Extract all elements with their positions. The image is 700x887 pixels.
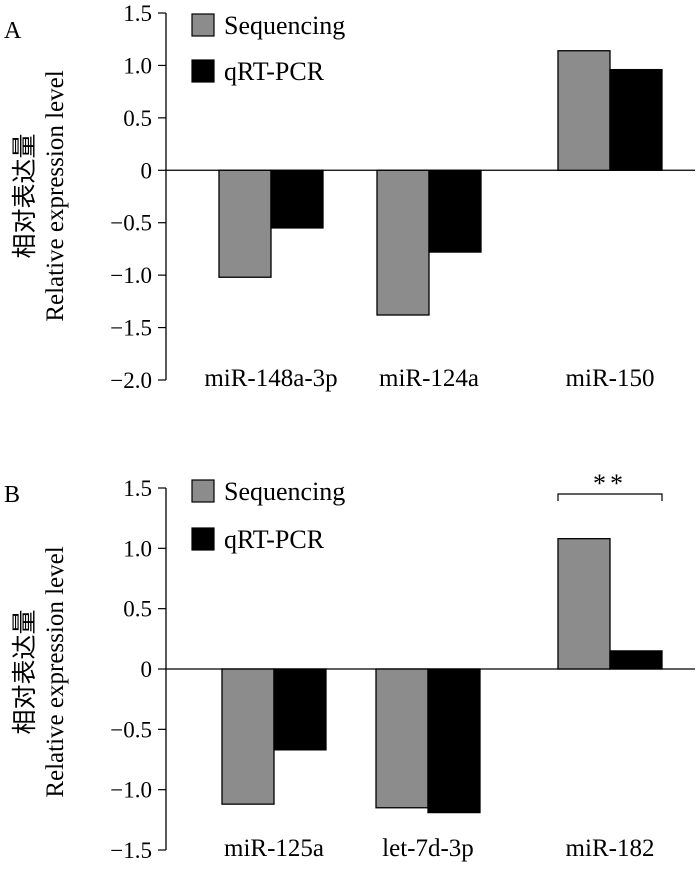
x-category-label: miR-125a — [224, 835, 324, 862]
significance-bracket — [557, 493, 663, 501]
y-tick-label: 0 — [141, 158, 153, 183]
legend-swatch — [191, 527, 215, 551]
y-tick-label: 1.0 — [123, 536, 152, 561]
bar-qrt-pcr — [428, 169, 482, 253]
y-axis-label-en: Relative expression level — [42, 70, 69, 321]
bar-sequencing — [375, 668, 429, 809]
y-tick-label: −1.5 — [110, 316, 152, 341]
chart-panel-b: B 1.5 1.0 0.5 0 −0.5 −1.0 −1.5 miR-125a let-7d-3p… — [4, 469, 695, 863]
chart-panel-a: A 1.5 1.0 0.5 0 −0.5 −1.0 −1.5 −2.0 miR-148a-3p mi… — [4, 1, 695, 393]
legend-label: Sequencing — [224, 477, 345, 506]
x-category-label: let-7d-3p — [382, 835, 474, 862]
y-tick-label: 0 — [141, 657, 153, 682]
bar-sequencing — [557, 538, 611, 670]
legend: Sequencing qRT-PCR — [191, 11, 345, 86]
legend-swatch — [191, 59, 215, 83]
y-tick-label: −0.5 — [110, 211, 152, 236]
bar-qrt-pcr — [609, 68, 663, 171]
legend-swatch — [191, 13, 215, 37]
panel-label: B — [4, 482, 20, 508]
x-category-label: miR-182 — [566, 835, 655, 862]
x-category-label: miR-124a — [379, 365, 479, 392]
y-axis-label: 相对表达量 Relative expression level — [11, 546, 69, 797]
y-tick-label: 0.5 — [123, 597, 152, 622]
bar-qrt-pcr — [609, 650, 663, 670]
y-tick-label: −1.0 — [110, 778, 152, 803]
bar-qrt-pcr — [270, 169, 324, 229]
bar-sequencing — [218, 169, 272, 278]
y-axis-label-en: Relative expression level — [42, 546, 69, 797]
y-tick-label: −1.0 — [110, 263, 152, 288]
bar-sequencing — [557, 50, 611, 171]
bar-qrt-pcr — [273, 668, 327, 751]
panel-label: A — [4, 18, 22, 44]
y-tick-label: −0.5 — [110, 717, 152, 742]
bar-sequencing — [221, 668, 275, 805]
y-axis-label-cn: 相对表达量 — [11, 609, 39, 734]
y-axis-label-cn: 相对表达量 — [11, 133, 39, 258]
bar-sequencing — [376, 169, 430, 316]
legend-swatch — [191, 479, 215, 503]
y-tick-label: 1.5 — [123, 1, 152, 26]
y-tick-label: 1.5 — [123, 476, 152, 501]
legend-label: Sequencing — [224, 11, 345, 40]
y-tick-label: 0.5 — [123, 106, 152, 131]
y-tick-label: 1.0 — [123, 53, 152, 78]
x-category-label: miR-148a-3p — [204, 365, 337, 392]
y-tick-label: −1.5 — [110, 838, 152, 863]
y-axis-label: 相对表达量 Relative expression level — [11, 70, 69, 321]
x-category-label: miR-150 — [566, 365, 655, 392]
legend: Sequencing qRT-PCR — [191, 477, 345, 554]
significance-label: ** — [593, 469, 627, 498]
legend-label: qRT-PCR — [224, 57, 325, 86]
bar-qrt-pcr — [427, 668, 481, 814]
legend-label: qRT-PCR — [224, 525, 325, 554]
y-tick-label: −2.0 — [110, 368, 152, 393]
